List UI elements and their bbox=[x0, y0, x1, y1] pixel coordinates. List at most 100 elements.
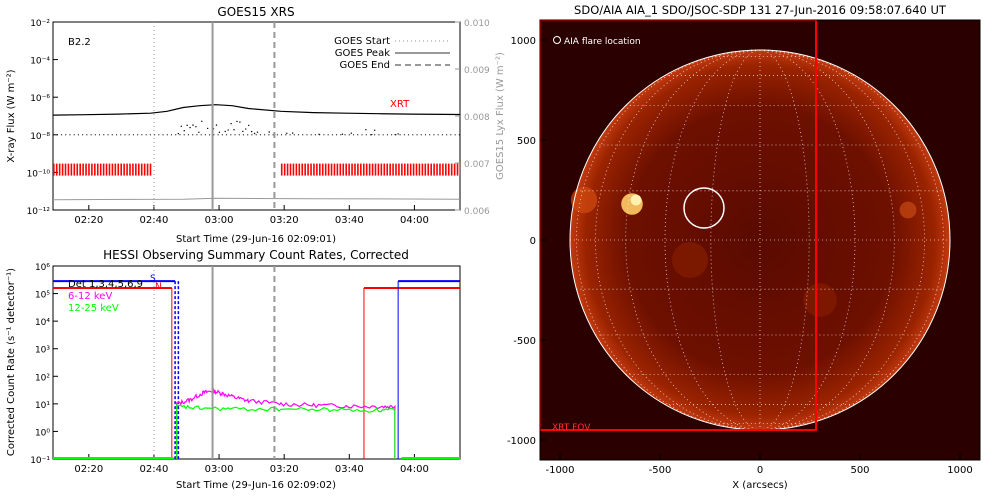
legend-12-25-kev: 12-25 keV bbox=[68, 303, 119, 314]
xrt-bar bbox=[304, 163, 306, 176]
goes-short-point bbox=[412, 134, 414, 136]
goes-xrt-label: XRT bbox=[390, 99, 410, 110]
xrt-bar bbox=[102, 163, 105, 176]
goes-short-point bbox=[450, 134, 452, 136]
goes-y-right-tick-label: 0.008 bbox=[464, 113, 490, 123]
goes-short-point bbox=[314, 134, 317, 136]
goes-y-right-tick-label: 0.007 bbox=[464, 160, 490, 170]
goes-short-point bbox=[65, 134, 67, 136]
xrt-bar bbox=[295, 163, 298, 176]
goes-short-point bbox=[175, 134, 177, 136]
goes-y-right-tick-label: 0.009 bbox=[464, 66, 490, 76]
goes-short-point bbox=[195, 126, 197, 128]
xrt-bar bbox=[456, 163, 459, 176]
goes-short-point bbox=[177, 132, 180, 135]
goes-short-point bbox=[268, 134, 270, 136]
sun-active-regions bbox=[570, 186, 917, 317]
goes-short-point bbox=[209, 134, 211, 136]
goes-short-point bbox=[98, 134, 101, 136]
xrt-bar bbox=[114, 163, 117, 176]
xrt-bar bbox=[427, 163, 430, 176]
goes-short-point bbox=[344, 134, 346, 136]
goes-short-point bbox=[335, 134, 338, 136]
xrt-bar bbox=[354, 163, 356, 176]
goes-short-point bbox=[399, 134, 401, 136]
active-region bbox=[899, 201, 917, 219]
hessi-series-12-25-kev bbox=[176, 404, 396, 459]
xrt-bar bbox=[108, 163, 111, 176]
aia-legend-label: AIA flare location bbox=[564, 37, 641, 47]
goes-short-point bbox=[170, 134, 173, 136]
goes-short-point bbox=[137, 134, 139, 136]
goes-short-point bbox=[158, 134, 160, 136]
goes-xrt-bars bbox=[53, 163, 460, 176]
hessi-y-tick-label: 10⁻¹ bbox=[30, 456, 50, 466]
goes-short-point bbox=[441, 134, 444, 136]
xrt-bar bbox=[135, 163, 137, 176]
goes-short-point bbox=[293, 134, 295, 136]
xrt-fov-label: XRT FOV bbox=[552, 423, 591, 433]
xrt-bar bbox=[386, 163, 389, 176]
goes-x-label: Start Time (29-Jun-16 02:09:01) bbox=[176, 234, 336, 245]
aia-x-tick-label: 1000 bbox=[947, 465, 972, 476]
goes-short-point bbox=[233, 129, 235, 131]
goes-short-point bbox=[120, 134, 122, 136]
goes-short-channel-points bbox=[53, 120, 460, 136]
xrt-bar bbox=[88, 163, 90, 176]
xrt-bar bbox=[85, 163, 87, 176]
xrt-bar bbox=[96, 163, 99, 176]
xrt-bar bbox=[333, 163, 336, 176]
aia-y-tick-label: -1000 bbox=[507, 436, 536, 447]
goes-y-axis: 10⁻¹² 10⁻¹⁰ 10⁻⁸ 10⁻⁶ 10⁻⁴ 10⁻² bbox=[27, 19, 58, 217]
aia-flare-location-circle bbox=[683, 187, 725, 229]
goes-short-point bbox=[251, 134, 253, 136]
hessi-x-tick-label: 04:00 bbox=[400, 464, 429, 475]
hessi-y-tick-label: 10³ bbox=[35, 346, 50, 356]
goes-short-point bbox=[221, 134, 223, 136]
goes-y-axis-right: 0.006 0.007 0.008 0.009 0.010 bbox=[455, 19, 490, 217]
xrt-bar bbox=[149, 163, 152, 176]
goes-short-point bbox=[115, 134, 118, 136]
xrt-bar bbox=[301, 163, 304, 176]
hessi-x-tick-label: 02:20 bbox=[74, 464, 103, 475]
xrt-bar bbox=[439, 163, 441, 176]
goes-short-point bbox=[420, 134, 422, 136]
active-region bbox=[672, 242, 708, 278]
goes-y-tick-label: 10⁻¹² bbox=[27, 207, 51, 217]
aia-y-tick-label: -500 bbox=[513, 336, 536, 347]
goes-short-point bbox=[234, 134, 236, 136]
goes-short-point bbox=[458, 134, 460, 136]
xrt-bar bbox=[392, 163, 394, 176]
aia-x-axis: -1000 -500 0 500 1000 bbox=[545, 454, 973, 476]
goes-short-point bbox=[394, 133, 396, 136]
xrt-bar bbox=[418, 163, 421, 176]
goes-plot-frame bbox=[52, 21, 461, 211]
longitude-line bbox=[759, 49, 925, 431]
goes-panel: GOES15 XRS 02:20 02:40 03:00 03:20 03:40 04:0… bbox=[6, 5, 506, 245]
goes-class-label: B2.2 bbox=[68, 37, 91, 48]
goes-short-point bbox=[323, 134, 325, 136]
goes-short-point bbox=[149, 134, 151, 136]
goes-short-point bbox=[217, 134, 219, 136]
xrt-bar bbox=[360, 163, 362, 176]
goes-x-axis: 02:20 02:40 03:00 03:20 03:40 04:00 bbox=[74, 205, 429, 226]
goes-short-point bbox=[340, 134, 342, 136]
xrt-bar bbox=[283, 163, 286, 176]
longitude-line bbox=[576, 49, 761, 431]
goes-legend: GOES Start GOES Peak GOES End bbox=[334, 36, 450, 71]
goes-short-point bbox=[318, 133, 320, 135]
goes-short-point bbox=[365, 129, 367, 131]
goes-short-point bbox=[297, 134, 300, 136]
goes-short-point bbox=[250, 130, 253, 133]
goes-short-point bbox=[348, 134, 350, 136]
xrt-bar bbox=[327, 163, 330, 176]
goes-long-channel-line bbox=[53, 104, 460, 116]
hessi-x-axis: 02:20 02:40 03:00 03:20 03:40 04:00 bbox=[74, 454, 429, 475]
goes-short-point bbox=[306, 134, 308, 136]
xrt-bar bbox=[146, 163, 149, 176]
goes-x-tick-label: 03:00 bbox=[205, 215, 234, 226]
goes-short-point bbox=[276, 134, 278, 136]
xrt-bar bbox=[120, 163, 122, 176]
xrt-bar bbox=[368, 163, 371, 176]
